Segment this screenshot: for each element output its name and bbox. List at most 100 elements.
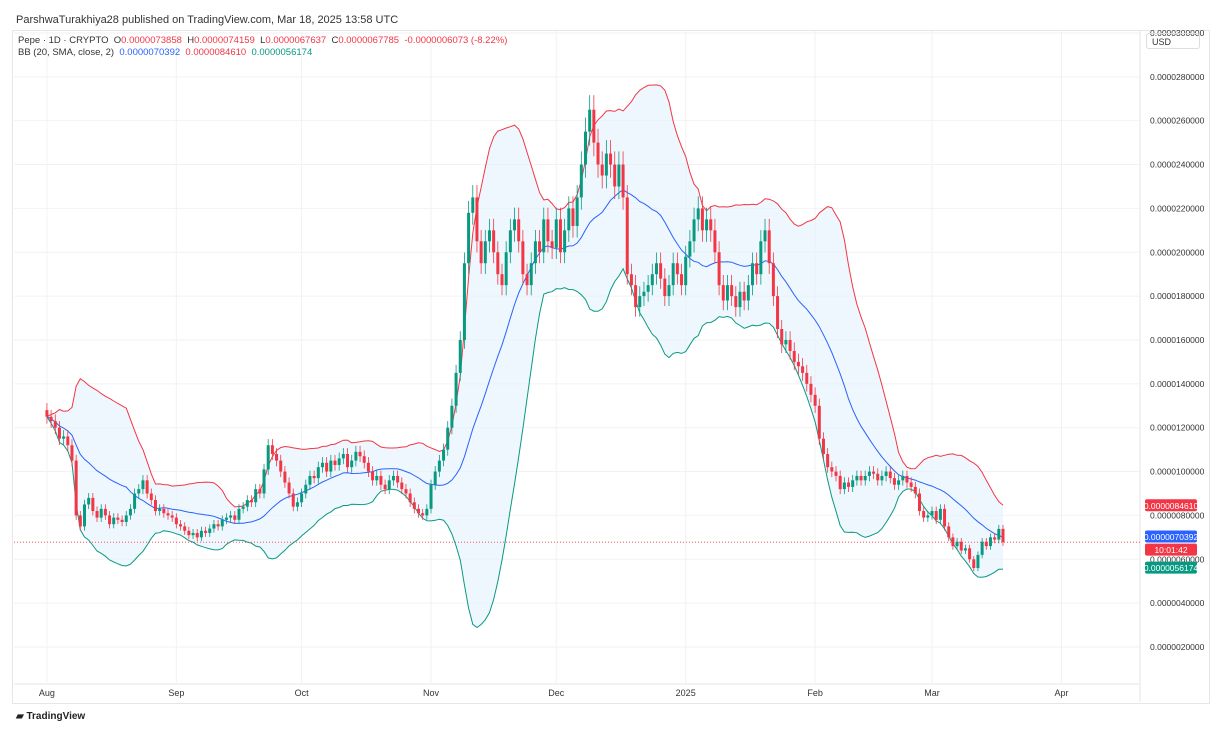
candle-body xyxy=(500,274,504,286)
candle-body xyxy=(976,554,980,569)
close-value: 0.0000067785 xyxy=(338,35,400,46)
candle xyxy=(947,522,951,542)
candle xyxy=(830,461,834,478)
x-tick-label: Mar xyxy=(924,688,940,698)
candle xyxy=(851,475,855,493)
candle-body xyxy=(609,153,613,165)
candle xyxy=(141,475,145,495)
candle-body xyxy=(951,537,955,547)
candle xyxy=(354,445,358,467)
y-tick-label: 0.0000240000 xyxy=(1150,160,1205,170)
candle xyxy=(333,454,337,471)
candle xyxy=(584,117,587,178)
candle-body xyxy=(638,296,642,308)
candle xyxy=(663,268,667,306)
candle-body xyxy=(513,219,517,231)
candle xyxy=(258,484,262,499)
candle xyxy=(371,466,375,486)
x-tick-label: Aug xyxy=(39,688,55,698)
candle-body xyxy=(600,164,604,176)
candle xyxy=(604,140,608,189)
candle xyxy=(675,252,679,285)
open-value: 0.0000073858 xyxy=(121,35,182,46)
candle-body xyxy=(258,489,262,494)
candle-body xyxy=(788,339,792,351)
candle-body xyxy=(880,475,884,481)
candle-body xyxy=(275,454,279,461)
candle-body xyxy=(300,493,304,503)
candle xyxy=(270,439,274,460)
candle xyxy=(796,353,800,375)
candle-body xyxy=(421,513,425,516)
candle-body xyxy=(1001,528,1005,543)
candle xyxy=(204,526,208,537)
bb-band-fill xyxy=(46,84,1003,628)
candle xyxy=(295,497,299,512)
candle-body xyxy=(730,285,734,297)
candle xyxy=(153,495,157,516)
candle-body xyxy=(867,471,871,476)
candle-body xyxy=(922,511,926,518)
candle xyxy=(78,511,82,531)
candle xyxy=(533,230,537,274)
candle-body xyxy=(834,471,838,476)
candle-body xyxy=(254,489,258,503)
bb-legend[interactable]: BB (20, SMA, close, 2) 0.0000070392 0.00… xyxy=(18,47,507,59)
candle xyxy=(997,524,1001,544)
candle xyxy=(112,513,116,529)
y-tick-label: 0.0000060000 xyxy=(1150,554,1205,564)
candle xyxy=(304,479,308,499)
candle xyxy=(74,454,78,520)
candle-body xyxy=(49,416,53,422)
candle-body xyxy=(918,493,921,512)
candle xyxy=(53,414,57,435)
candle-body xyxy=(579,164,583,198)
candle xyxy=(124,511,128,527)
low-value: 0.0000067637 xyxy=(265,35,327,46)
candle-body xyxy=(70,445,74,461)
bb-upper-price-label-bg xyxy=(1145,499,1197,512)
candle-body xyxy=(429,484,433,509)
candle-body xyxy=(170,515,174,518)
candle-body xyxy=(83,504,86,527)
candle-body xyxy=(396,475,400,483)
candle-body xyxy=(717,252,721,286)
bb-upper-line xyxy=(46,84,1004,508)
candle-body xyxy=(325,462,329,472)
y-tick-label: 0.0000300000 xyxy=(1150,28,1205,38)
candle xyxy=(300,488,304,507)
candle xyxy=(287,477,291,499)
y-tick-label: 0.0000040000 xyxy=(1150,598,1205,608)
candle-body xyxy=(354,451,358,461)
candle-body xyxy=(220,519,224,527)
candle xyxy=(888,466,892,484)
candle-body xyxy=(859,475,863,481)
candle xyxy=(901,470,905,486)
candle xyxy=(496,241,500,285)
chart-frame xyxy=(12,30,1210,704)
candle xyxy=(554,207,558,259)
candle xyxy=(771,252,775,306)
candle-body xyxy=(108,515,112,525)
candle-body xyxy=(876,473,880,481)
candle-body xyxy=(684,256,688,286)
candle xyxy=(467,200,471,274)
candle-body xyxy=(826,454,830,468)
currency-selector[interactable]: USD xyxy=(1146,33,1200,49)
candle-body xyxy=(295,502,299,507)
candle-body xyxy=(872,471,876,474)
candle xyxy=(667,275,671,306)
candle-body xyxy=(333,460,337,465)
candle xyxy=(266,439,270,475)
y-tick-label: 0.0000020000 xyxy=(1150,642,1205,652)
candle-body xyxy=(763,230,767,242)
candle xyxy=(659,252,663,289)
candle xyxy=(208,524,212,537)
candle xyxy=(738,281,742,317)
x-tick-label: Dec xyxy=(548,688,565,698)
change-value: -0.0000006073 (-8.22%) xyxy=(404,35,508,46)
candle xyxy=(233,511,237,525)
candle-body xyxy=(266,445,270,470)
candle-body xyxy=(980,541,984,555)
